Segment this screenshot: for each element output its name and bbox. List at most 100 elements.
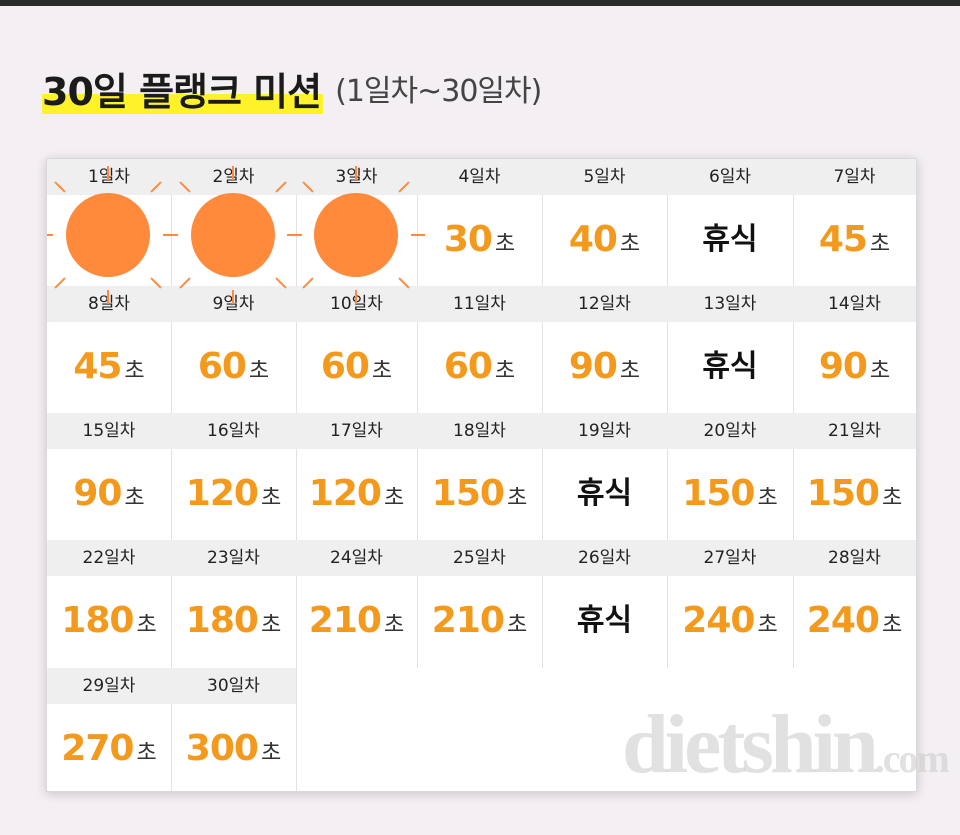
day-label: 30일차 xyxy=(171,668,296,704)
page-header: 30일 플랭크 미션 (1일차~30일차) xyxy=(42,56,542,116)
sticker-ray xyxy=(107,166,109,180)
duration-cell: 210 초 xyxy=(417,576,542,666)
day-label: 18일차 xyxy=(417,413,542,449)
watermark-logo: dietshin.com xyxy=(622,698,950,791)
duration-cell: 60 초 xyxy=(417,322,542,412)
duration-cell: 180 초 xyxy=(47,576,171,666)
day-label: 4일차 xyxy=(417,159,542,195)
day-label: 24일차 xyxy=(296,540,417,576)
duration-value: 40 xyxy=(568,219,618,260)
duration-cell: 240 초 xyxy=(793,576,916,666)
duration-cell: 60 초 xyxy=(296,322,417,412)
day-label: 14일차 xyxy=(793,286,916,322)
rest-day-cell: 휴식 xyxy=(667,322,793,412)
day-label: 21일차 xyxy=(793,413,916,449)
duration-cell: 120 초 xyxy=(296,449,417,539)
duration-unit: 초 xyxy=(136,613,157,638)
duration-value: 240 xyxy=(682,600,755,641)
sticker-ray xyxy=(231,290,234,304)
duration-cell: 90 초 xyxy=(793,322,916,412)
rest-label: 휴식 xyxy=(576,476,633,511)
page-title: 30일 플랭크 미션 xyxy=(42,70,324,114)
day-label: 19일차 xyxy=(542,413,667,449)
duration-value: 210 xyxy=(308,600,382,641)
rest-label: 휴식 xyxy=(702,349,758,384)
day-label: 22일차 xyxy=(47,540,171,576)
day-label: 6일차 xyxy=(667,159,793,195)
rest-label: 휴식 xyxy=(576,603,633,638)
top-bar xyxy=(0,0,960,6)
day-label: 12일차 xyxy=(542,286,667,322)
duration-value: 120 xyxy=(308,473,382,514)
duration-cell: 150 초 xyxy=(793,449,916,539)
sticker-ray xyxy=(231,166,234,180)
day-label: 16일차 xyxy=(171,413,296,449)
sticker-ray xyxy=(163,234,178,236)
duration-cell: 40 초 xyxy=(542,195,667,285)
completed-sticker xyxy=(190,193,275,277)
duration-cell: 150 초 xyxy=(667,449,793,539)
duration-unit: 초 xyxy=(124,486,145,511)
duration-value: 240 xyxy=(806,600,880,641)
duration-unit: 초 xyxy=(383,613,405,638)
duration-cell: 150 초 xyxy=(417,449,542,539)
day-label: 10일차 xyxy=(296,286,417,322)
column-divider xyxy=(296,159,297,791)
rest-day-cell: 휴식 xyxy=(542,449,667,539)
duration-unit: 초 xyxy=(260,486,282,511)
duration-unit: 초 xyxy=(869,232,891,257)
duration-cell: 60 초 xyxy=(171,322,296,412)
day-label: 26일차 xyxy=(542,540,667,576)
duration-unit: 초 xyxy=(619,232,641,257)
day-label: 2일차 xyxy=(171,159,296,195)
sticker-ray xyxy=(410,234,425,236)
sticker-ray xyxy=(354,166,357,180)
day-label: 25일차 xyxy=(417,540,542,576)
duration-cell: 180 초 xyxy=(171,576,296,666)
duration-unit: 초 xyxy=(494,359,516,384)
duration-unit: 초 xyxy=(248,359,270,384)
duration-cell: 120 초 xyxy=(171,449,296,539)
duration-cell: 270 초 xyxy=(47,704,171,791)
sticker-ray xyxy=(354,290,357,304)
day-label: 5일차 xyxy=(542,159,667,195)
duration-value: 45 xyxy=(818,219,868,260)
mission-table: 1일차초2일차초3일차초4일차30초5일차40초6일차휴식7일차45초8일차45… xyxy=(46,158,917,792)
duration-value: 60 xyxy=(320,346,370,387)
day-label: 29일차 xyxy=(47,668,171,704)
day-label: 8일차 xyxy=(47,286,171,322)
duration-value: 180 xyxy=(61,600,134,641)
day-label: 1일차 xyxy=(47,159,171,195)
duration-unit: 초 xyxy=(757,486,778,511)
duration-value: 300 xyxy=(185,728,259,769)
duration-cell: 210 초 xyxy=(296,576,417,666)
day-label: 28일차 xyxy=(793,540,916,576)
duration-cell: 90 초 xyxy=(47,449,171,539)
duration-cell: 30 초 xyxy=(417,195,542,285)
duration-value: 120 xyxy=(185,473,259,514)
sticker-ray xyxy=(107,290,109,304)
duration-value: 150 xyxy=(806,473,880,514)
duration-unit: 초 xyxy=(371,359,393,384)
day-label: 23일차 xyxy=(171,540,296,576)
duration-unit: 초 xyxy=(494,232,516,257)
duration-unit: 초 xyxy=(881,486,903,511)
sticker-ray xyxy=(286,234,301,236)
duration-unit: 초 xyxy=(881,613,903,638)
duration-cell: 300 초 xyxy=(171,704,296,791)
day-label: 13일차 xyxy=(667,286,793,322)
completed-sticker xyxy=(66,193,150,277)
duration-unit: 초 xyxy=(124,359,145,384)
duration-unit: 초 xyxy=(757,613,778,638)
duration-value: 90 xyxy=(818,346,868,387)
day-label: 7일차 xyxy=(793,159,916,195)
duration-value: 270 xyxy=(61,728,134,769)
duration-unit: 초 xyxy=(260,741,282,766)
rest-day-cell: 휴식 xyxy=(667,195,793,285)
rest-label: 휴식 xyxy=(702,222,758,257)
duration-value: 150 xyxy=(431,473,505,514)
day-label: 11일차 xyxy=(417,286,542,322)
day-label: 15일차 xyxy=(47,413,171,449)
sticker-ray xyxy=(47,234,53,236)
duration-unit: 초 xyxy=(506,613,528,638)
